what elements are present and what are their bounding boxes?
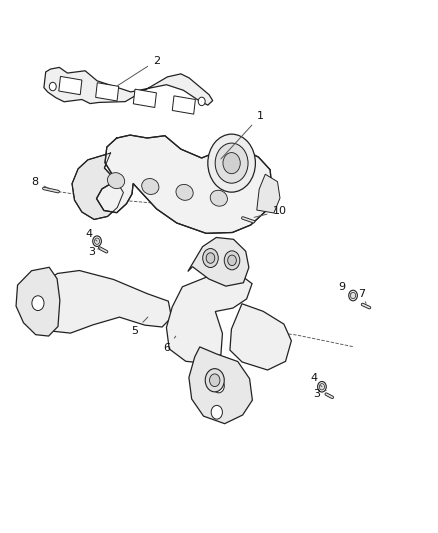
Circle shape bbox=[95, 238, 100, 244]
Ellipse shape bbox=[142, 179, 159, 195]
Polygon shape bbox=[188, 238, 249, 286]
Polygon shape bbox=[172, 96, 195, 114]
Circle shape bbox=[318, 382, 326, 392]
Ellipse shape bbox=[176, 184, 193, 200]
Circle shape bbox=[206, 253, 215, 263]
Circle shape bbox=[213, 379, 224, 393]
Ellipse shape bbox=[107, 173, 125, 189]
Circle shape bbox=[228, 255, 237, 265]
Circle shape bbox=[319, 384, 325, 390]
Circle shape bbox=[49, 82, 56, 91]
Polygon shape bbox=[96, 135, 272, 233]
Polygon shape bbox=[133, 89, 156, 108]
Circle shape bbox=[224, 251, 240, 270]
Text: 7: 7 bbox=[358, 289, 366, 303]
Circle shape bbox=[215, 143, 248, 183]
Text: 6: 6 bbox=[164, 336, 176, 353]
Text: 3: 3 bbox=[313, 389, 326, 399]
Circle shape bbox=[205, 369, 224, 392]
Text: 2: 2 bbox=[117, 56, 160, 86]
Circle shape bbox=[203, 248, 218, 268]
Ellipse shape bbox=[210, 190, 227, 206]
Circle shape bbox=[350, 292, 356, 298]
Polygon shape bbox=[230, 304, 291, 370]
Polygon shape bbox=[95, 83, 119, 101]
Text: 5: 5 bbox=[131, 317, 148, 336]
Circle shape bbox=[349, 290, 357, 301]
Circle shape bbox=[93, 236, 101, 246]
Circle shape bbox=[209, 374, 220, 386]
Polygon shape bbox=[166, 271, 252, 364]
Text: 8: 8 bbox=[32, 177, 50, 189]
Text: 9: 9 bbox=[339, 281, 351, 294]
Polygon shape bbox=[38, 271, 172, 333]
Circle shape bbox=[198, 97, 205, 106]
Text: 1: 1 bbox=[221, 111, 264, 159]
Circle shape bbox=[211, 406, 223, 419]
Circle shape bbox=[223, 152, 240, 174]
Polygon shape bbox=[59, 76, 82, 95]
Circle shape bbox=[32, 296, 44, 311]
Polygon shape bbox=[189, 347, 252, 424]
Text: 3: 3 bbox=[88, 247, 100, 257]
Polygon shape bbox=[257, 174, 280, 213]
Text: 4: 4 bbox=[86, 229, 97, 241]
Circle shape bbox=[208, 134, 255, 192]
Polygon shape bbox=[72, 153, 124, 220]
Text: 4: 4 bbox=[311, 373, 322, 387]
Polygon shape bbox=[44, 67, 213, 105]
Text: 10: 10 bbox=[254, 206, 286, 217]
Polygon shape bbox=[16, 267, 60, 336]
